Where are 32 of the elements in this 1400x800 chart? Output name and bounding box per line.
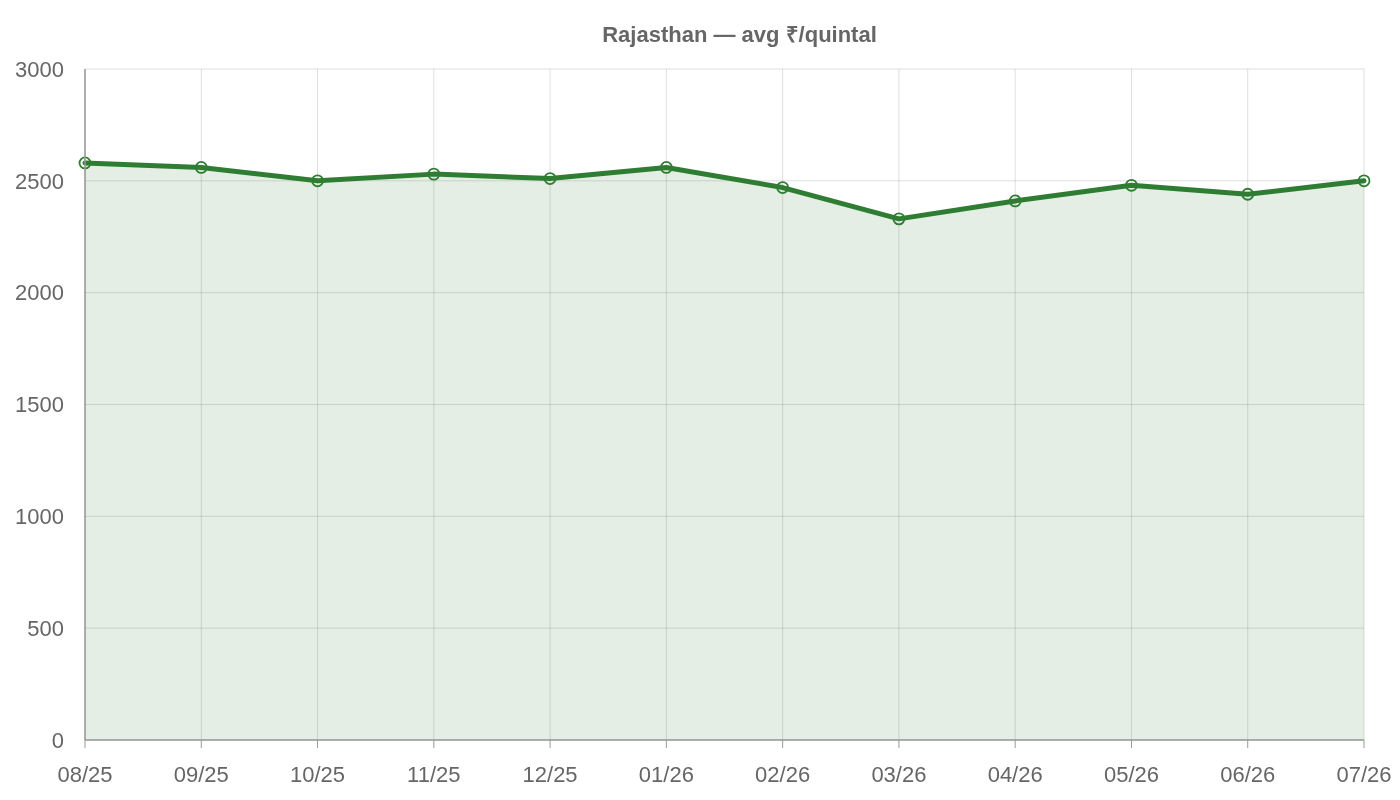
point [311, 174, 324, 188]
x-tick-label: 05/26 [1103, 762, 1159, 787]
y-tick-label: 1000 [15, 504, 64, 530]
chart-title: Rajasthan — avg ₹/quintal [602, 22, 877, 47]
y-tick-label: 2000 [15, 280, 64, 306]
y-tick-label: 500 [27, 615, 64, 641]
x-tick-label: 08/25 [57, 762, 113, 787]
point [78, 156, 92, 170]
y-tick-label: 3000 [15, 56, 64, 82]
point [194, 161, 208, 174]
x-tick-label: 11/25 [407, 762, 461, 787]
point [1008, 194, 1022, 208]
y-tick-label: 2500 [15, 168, 64, 194]
point [543, 172, 557, 185]
x-tick-label: 12/25 [522, 762, 578, 787]
point [892, 212, 906, 226]
x-tick-label: 02/26 [755, 762, 811, 787]
x-tick-label: 03/26 [871, 762, 927, 787]
y-tick-label: 1500 [15, 392, 64, 418]
point [427, 167, 441, 181]
point [1241, 187, 1255, 201]
x-tick-label: 04/26 [987, 762, 1043, 787]
x-tick-label: 09/25 [173, 762, 229, 787]
x-tick-label: 06/26 [1220, 762, 1276, 787]
y-tick-label: 0 [51, 727, 64, 753]
point [659, 161, 673, 174]
x-tick-label: 01/26 [638, 762, 694, 787]
x-tick-label: 10/25 [290, 762, 346, 787]
point [1357, 174, 1371, 188]
point [1125, 178, 1138, 192]
point [776, 181, 790, 194]
x-tick-label: 07/26 [1336, 762, 1392, 787]
